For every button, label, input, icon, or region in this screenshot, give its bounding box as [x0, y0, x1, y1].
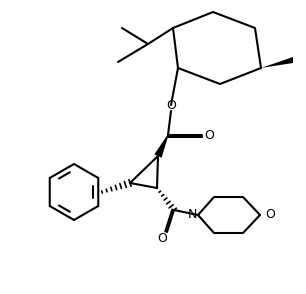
- Text: O: O: [204, 128, 214, 141]
- Polygon shape: [155, 135, 168, 158]
- Text: O: O: [166, 98, 176, 111]
- Text: O: O: [265, 208, 275, 221]
- Polygon shape: [261, 57, 293, 68]
- Text: O: O: [157, 233, 167, 245]
- Text: N: N: [187, 208, 197, 221]
